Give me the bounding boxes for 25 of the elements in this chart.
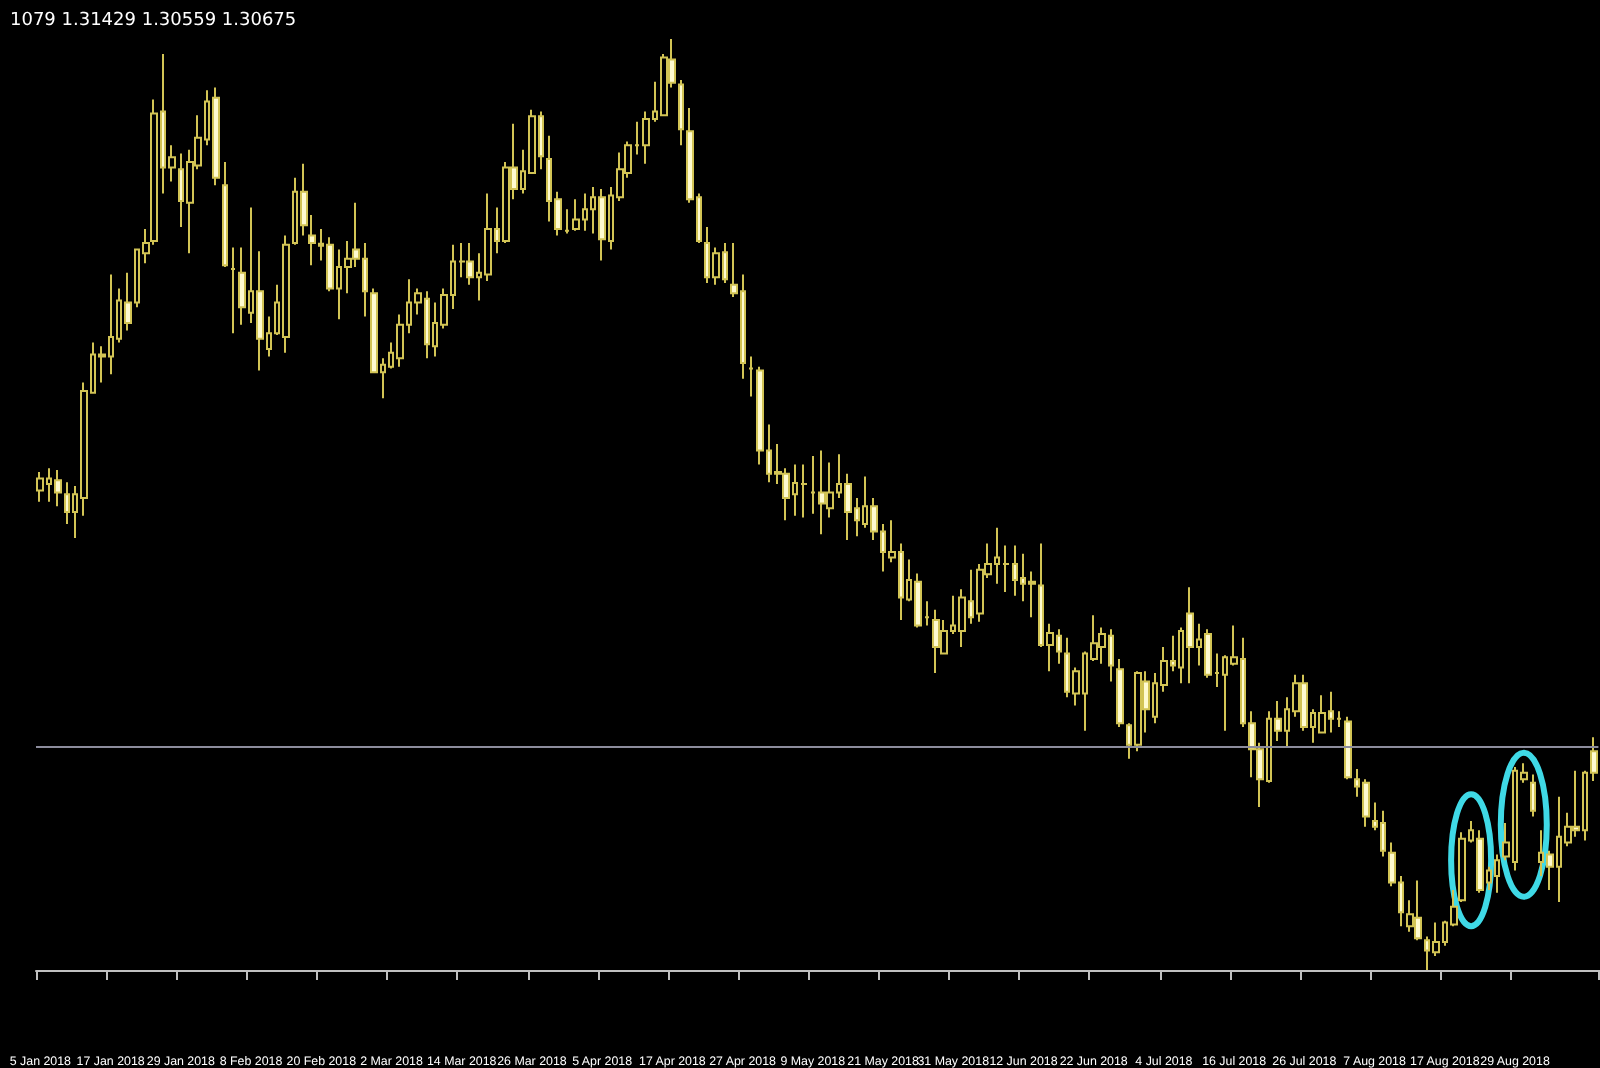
- candlestick: [1572, 769, 1580, 838]
- candlestick: [800, 463, 808, 519]
- candlestick: [1204, 628, 1212, 679]
- candlestick: [572, 198, 580, 232]
- candlestick: [1186, 586, 1194, 685]
- candlestick: [230, 246, 236, 335]
- candlestick: [36, 470, 44, 503]
- candlestick: [222, 160, 228, 269]
- candlestick: [932, 608, 940, 675]
- candlestick: [212, 86, 220, 187]
- candlestick: [1414, 879, 1422, 942]
- candlestick: [1494, 853, 1500, 894]
- candlestick: [818, 449, 826, 536]
- candlestick: [282, 234, 290, 354]
- candlestick: [54, 469, 62, 508]
- candlestick: [564, 208, 570, 235]
- candlestick: [1476, 829, 1484, 894]
- candlestick: [678, 78, 684, 147]
- candlestick: [1116, 658, 1124, 729]
- chart-title: 1079 1.31429 1.30559 1.30675: [10, 11, 297, 31]
- candlestick: [1134, 670, 1142, 753]
- candlestick: [1344, 715, 1352, 781]
- candlestick: [1380, 809, 1386, 858]
- candlestick: [598, 187, 606, 262]
- candlestick: [1530, 773, 1536, 818]
